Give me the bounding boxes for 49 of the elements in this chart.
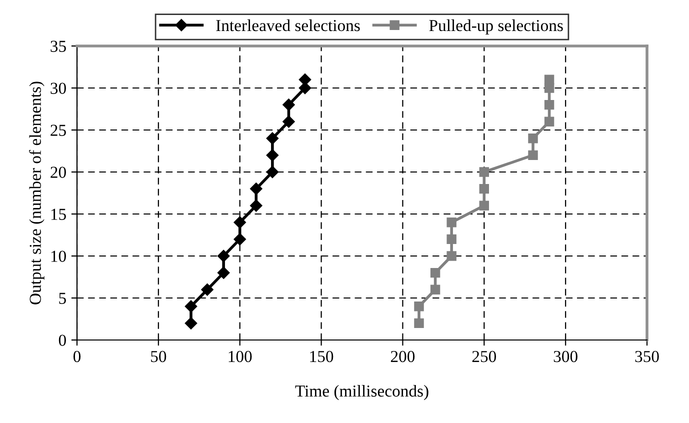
point: [414, 302, 424, 312]
y-tick-label: 35: [50, 40, 66, 52]
point: [184, 300, 198, 312]
point: [217, 266, 230, 279]
legend-label: Pulled-up selections: [429, 19, 563, 35]
x-axis-title: Time (milliseconds): [295, 384, 428, 400]
point: [479, 184, 490, 194]
y-tick-label: 5: [59, 292, 66, 304]
x-tick-label: 150: [310, 350, 334, 362]
point: [217, 250, 230, 262]
y-axis-title: Output size (number of elements): [29, 82, 44, 304]
point: [250, 200, 262, 212]
point: [184, 317, 198, 330]
point: [446, 218, 456, 228]
legend-label: Interleaved selections: [216, 19, 360, 32]
point: [234, 233, 246, 246]
point: [250, 182, 262, 195]
y-tick-label: 20: [50, 166, 66, 178]
x-tick-label: 300: [554, 350, 578, 362]
point: [544, 100, 554, 110]
y-tick-label: 15: [51, 208, 66, 220]
x-tick-label: 350: [635, 350, 659, 362]
point: [414, 318, 424, 328]
x-tick-label: 200: [390, 350, 415, 362]
point: [446, 251, 456, 261]
point: [266, 132, 279, 144]
point: [430, 268, 440, 278]
x-tick-label: 0: [73, 350, 81, 362]
y-tick-label: 30: [50, 82, 66, 94]
y-tick-label: 25: [50, 124, 66, 136]
point: [446, 234, 456, 244]
x-tick-label: 100: [228, 350, 252, 362]
point: [528, 150, 538, 160]
y-tick-label: 10: [51, 250, 66, 262]
point: [282, 116, 295, 128]
point: [479, 200, 490, 210]
point: [544, 74, 554, 84]
x-tick-label: 50: [151, 350, 166, 362]
x-tick-label: 250: [472, 350, 496, 362]
point: [528, 134, 538, 144]
point: [544, 116, 554, 126]
point: [234, 216, 246, 228]
y-tick-label: 0: [58, 334, 66, 346]
point: [266, 149, 279, 162]
point: [266, 166, 279, 178]
point: [479, 167, 490, 177]
point: [201, 284, 214, 296]
point: [282, 98, 295, 111]
point: [430, 284, 440, 294]
